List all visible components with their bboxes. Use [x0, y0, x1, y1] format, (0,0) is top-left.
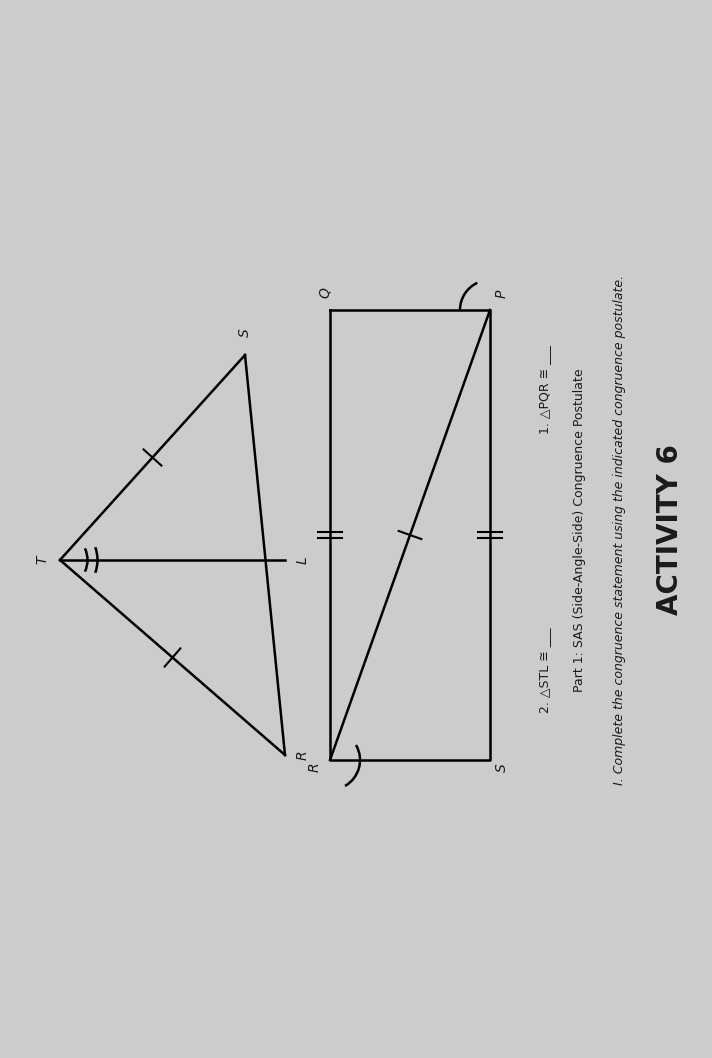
Text: L: L [296, 557, 310, 564]
Text: 2. △STL ≅ ___: 2. △STL ≅ ___ [538, 627, 552, 713]
Text: T: T [35, 555, 49, 564]
Text: R: R [308, 763, 322, 772]
Text: ACTIVITY 6: ACTIVITY 6 [656, 444, 684, 616]
Text: S: S [495, 763, 509, 772]
Text: Part 1: SAS (Side-Angle-Side) Congruence Postulate: Part 1: SAS (Side-Angle-Side) Congruence… [573, 368, 587, 692]
Text: I. Complete the congruence statement using the indicated congruence postulate.: I. Complete the congruence statement usi… [614, 275, 627, 785]
Text: Q: Q [318, 287, 332, 298]
Text: 1. △PQR ≅ ___: 1. △PQR ≅ ___ [538, 346, 552, 435]
Text: P: P [495, 290, 509, 298]
Text: R: R [296, 750, 310, 760]
Text: S: S [238, 328, 252, 338]
